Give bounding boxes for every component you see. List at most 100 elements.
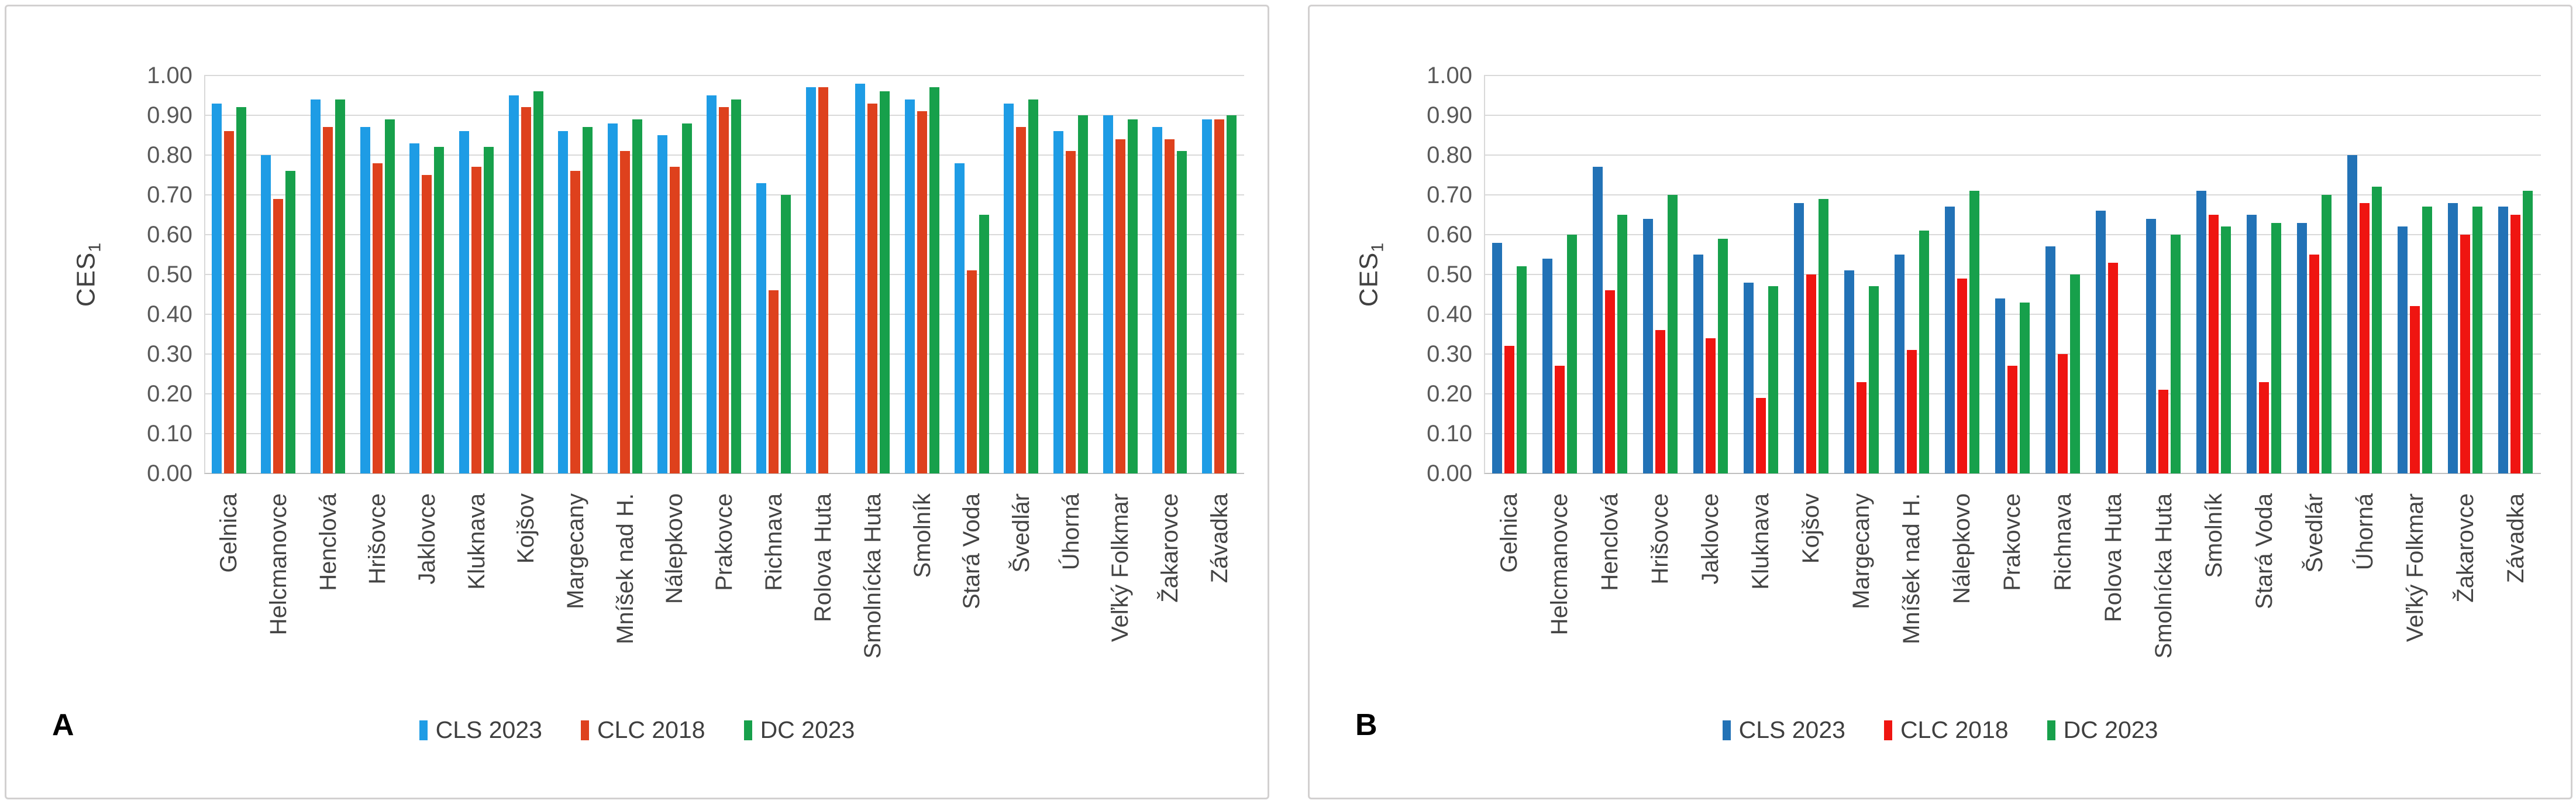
bar-dc-2023 [285,171,296,473]
y-tick-label: 1.00 [1427,63,1472,88]
x-category-label-text: Gelnica [216,493,242,573]
x-category-label: Henclová [1585,493,1635,692]
legend-item: CLC 2018 [580,716,705,744]
bar-cls-2023 [608,123,618,473]
legend-item: CLC 2018 [1883,716,2009,744]
x-category-label: Závadka [1194,493,1244,692]
bar-clc-2018 [2360,203,2370,473]
bar-cls-2023 [1202,119,1213,473]
x-category-label: Stará Voda [947,493,997,692]
bar-dc-2023 [335,99,346,473]
bar-group [749,75,798,473]
x-category-label-text: Kojšov [1798,493,1824,564]
bar-dc-2023 [2070,274,2081,473]
x-category-label: Kojšov [1786,493,1836,692]
bar-cls-2023 [707,95,717,473]
x-category-label: Kojšov [501,493,551,692]
bar-group [501,75,551,473]
bar-dc-2023 [583,127,593,473]
bar-clc-2018 [2058,354,2068,473]
x-category-label-text: Rolova Huta [810,493,836,623]
x-category-label: Smolnícka Huta [848,493,898,692]
legend-label: DC 2023 [760,716,855,743]
bar-group [1735,75,1786,473]
bar-clc-2018 [769,290,779,473]
bar-cls-2023 [1053,131,1064,473]
x-category-label: Hrišovce [353,493,402,692]
bar-group [303,75,353,473]
x-category-label-text: Nálepkovo [1949,493,1975,605]
x-category-label: Mníšek nad H. [600,493,650,692]
x-category-label-text: Švedlár [2301,493,2327,573]
bar-dc-2023 [1516,266,1527,473]
bar-dc-2023 [880,91,890,473]
x-category-label-text: Jaklovce [1697,493,1724,585]
bar-dc-2023 [1028,99,1039,473]
bar-dc-2023 [236,107,246,473]
y-tick-label: 0.50 [1427,262,1472,287]
bar-cls-2023 [2096,211,2106,473]
bar-dc-2023 [1617,215,1627,473]
bar-dc-2023 [2322,195,2332,473]
x-category-label-text: Henclová [315,493,341,591]
x-category-label-text: Švedlár [1008,493,1034,573]
y-tick-label: 0.40 [1427,301,1472,327]
bar-cls-2023 [1844,270,1854,473]
x-category-label-text: Mníšek nad H. [612,493,638,644]
bar-clc-2018 [372,163,383,473]
x-category-label: Veľký Folkmar [2390,493,2440,692]
y-axis-line [1484,75,1485,473]
panel-letter: B [1355,708,1377,742]
x-category-label-text: Stará Voda [959,493,985,609]
bar-cls-2023 [261,155,271,473]
bar-dc-2023 [434,147,445,473]
x-category-label: Prakovce [700,493,749,692]
bar-dc-2023 [2422,207,2433,473]
bar-group [2138,75,2189,473]
legend-label: DC 2023 [2063,716,2158,743]
bar-dc-2023 [1868,286,1879,473]
x-category-label-text: Richnava [2050,493,2076,591]
x-category-label-text: Mníšek nad H. [1899,493,1925,644]
bar-group [1046,75,1096,473]
gridline [1484,115,2541,116]
legend-swatch-cls-2023 [419,720,428,740]
bar-dc-2023 [1177,151,1187,473]
bar-dc-2023 [2221,226,2231,473]
bar-cls-2023 [2045,246,2056,473]
bar-cls-2023 [2297,223,2308,473]
bar-group [798,75,848,473]
x-category-label-text: Hrišovce [1647,493,1673,585]
bar-cls-2023 [1592,167,1603,473]
bar-cls-2023 [1793,203,1804,473]
x-category-label: Rolova Huta [798,493,848,692]
y-tick-label: 0.20 [147,381,192,407]
bar-group [2390,75,2440,473]
bar-cls-2023 [1103,115,1113,473]
bar-dc-2023 [2171,235,2181,473]
y-axis-title: CES1 [71,242,105,307]
x-category-label: Gelnica [204,493,254,692]
bar-clc-2018 [1906,350,1917,473]
x-category-label-text: Henclová [1597,493,1623,591]
bar-group [2491,75,2541,473]
gridline [1484,353,2541,355]
bar-clc-2018 [966,270,977,473]
legend-swatch-cls-2023 [1722,720,1731,740]
bar-cls-2023 [558,131,569,473]
bar-clc-2018 [2158,390,2169,473]
bar-cls-2023 [2498,207,2509,473]
bar-clc-2018 [1806,274,1816,473]
x-category-label: Prakovce [1987,493,2037,692]
bar-cls-2023 [2196,191,2207,473]
bar-dc-2023 [1818,199,1828,473]
bar-cls-2023 [2448,203,2458,473]
bar-clc-2018 [2007,366,2017,473]
legend-label: CLC 2018 [597,716,705,743]
bar-dc-2023 [2472,207,2483,473]
y-tick-label: 0.70 [1427,182,1472,208]
bar-group [848,75,898,473]
y-tick-label: 0.30 [147,341,192,367]
bar-cls-2023 [360,127,370,473]
legend: CLS 2023 CLC 2018 DC 2023 [6,716,1268,744]
